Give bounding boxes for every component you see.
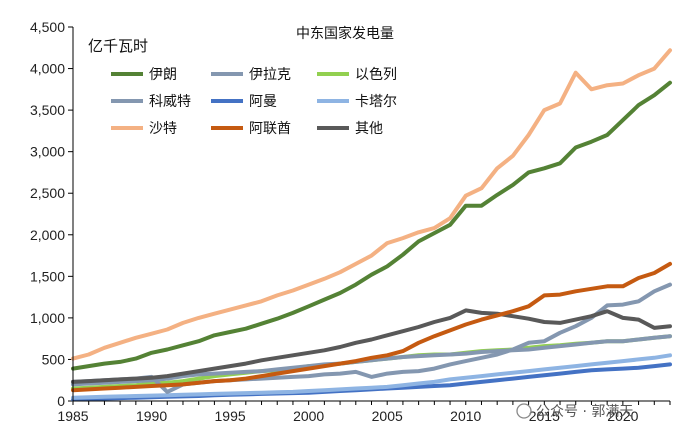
y-tick-label: 2,500	[30, 185, 65, 201]
legend-label: 伊拉克	[249, 67, 291, 83]
y-tick-label: 3,500	[30, 102, 65, 118]
x-tick-label: 1995	[215, 408, 246, 424]
x-tick-label: 1990	[136, 408, 167, 424]
x-axis-ticks: 1985 1990 1995 2000 2005 2010 2015 2020	[57, 401, 671, 424]
x-tick-label: 2000	[293, 408, 324, 424]
legend-label: 沙特	[149, 121, 177, 137]
y-tick-label: 4,500	[30, 19, 65, 35]
series-line-1	[71, 282, 672, 394]
wechat-icon	[516, 403, 532, 419]
chart-title: 中东国家发电量	[296, 25, 394, 42]
series-line-6	[71, 48, 672, 361]
watermark: 公众号 · 郭满天	[516, 403, 633, 420]
y-tick-label: 500	[42, 351, 66, 367]
x-tick-label: 2015	[529, 408, 560, 424]
legend-label: 其他	[355, 121, 383, 137]
x-tick-label: 2020	[607, 408, 638, 424]
y-tick-label: 1,000	[30, 310, 65, 326]
series-line-0	[71, 80, 672, 371]
watermark-text: 公众号 · 郭满天	[536, 403, 633, 420]
legend-label: 阿曼	[249, 94, 277, 110]
series-line-8	[71, 308, 672, 384]
y-tick-label: 1,500	[30, 268, 65, 284]
legend-label: 阿联酋	[249, 120, 291, 137]
y-tick-label: 3,000	[30, 144, 65, 160]
series-line-5	[71, 353, 672, 400]
y-tick-label: 0	[57, 393, 65, 409]
legend-label: 伊朗	[149, 67, 177, 83]
y-tick-label: 4,000	[30, 61, 65, 77]
legend-label: 卡塔尔	[355, 94, 397, 110]
series-lines	[71, 48, 672, 402]
x-tick-label: 2005	[372, 408, 403, 424]
y-tick-label: 2,000	[30, 227, 65, 243]
y-axis-ticks: 0 500 1,000 1,500 2,000 2,500 3,000 3,500 4,000 4…	[30, 19, 73, 409]
legend-label: 科威特	[149, 94, 191, 110]
series-line-7	[71, 261, 672, 393]
series-line-3	[71, 334, 672, 387]
legend-label: 以色列	[355, 66, 397, 83]
y-axis-label: 亿千瓦时	[88, 37, 148, 55]
x-tick-label: 1985	[57, 408, 88, 424]
x-tick-label: 2010	[450, 408, 481, 424]
